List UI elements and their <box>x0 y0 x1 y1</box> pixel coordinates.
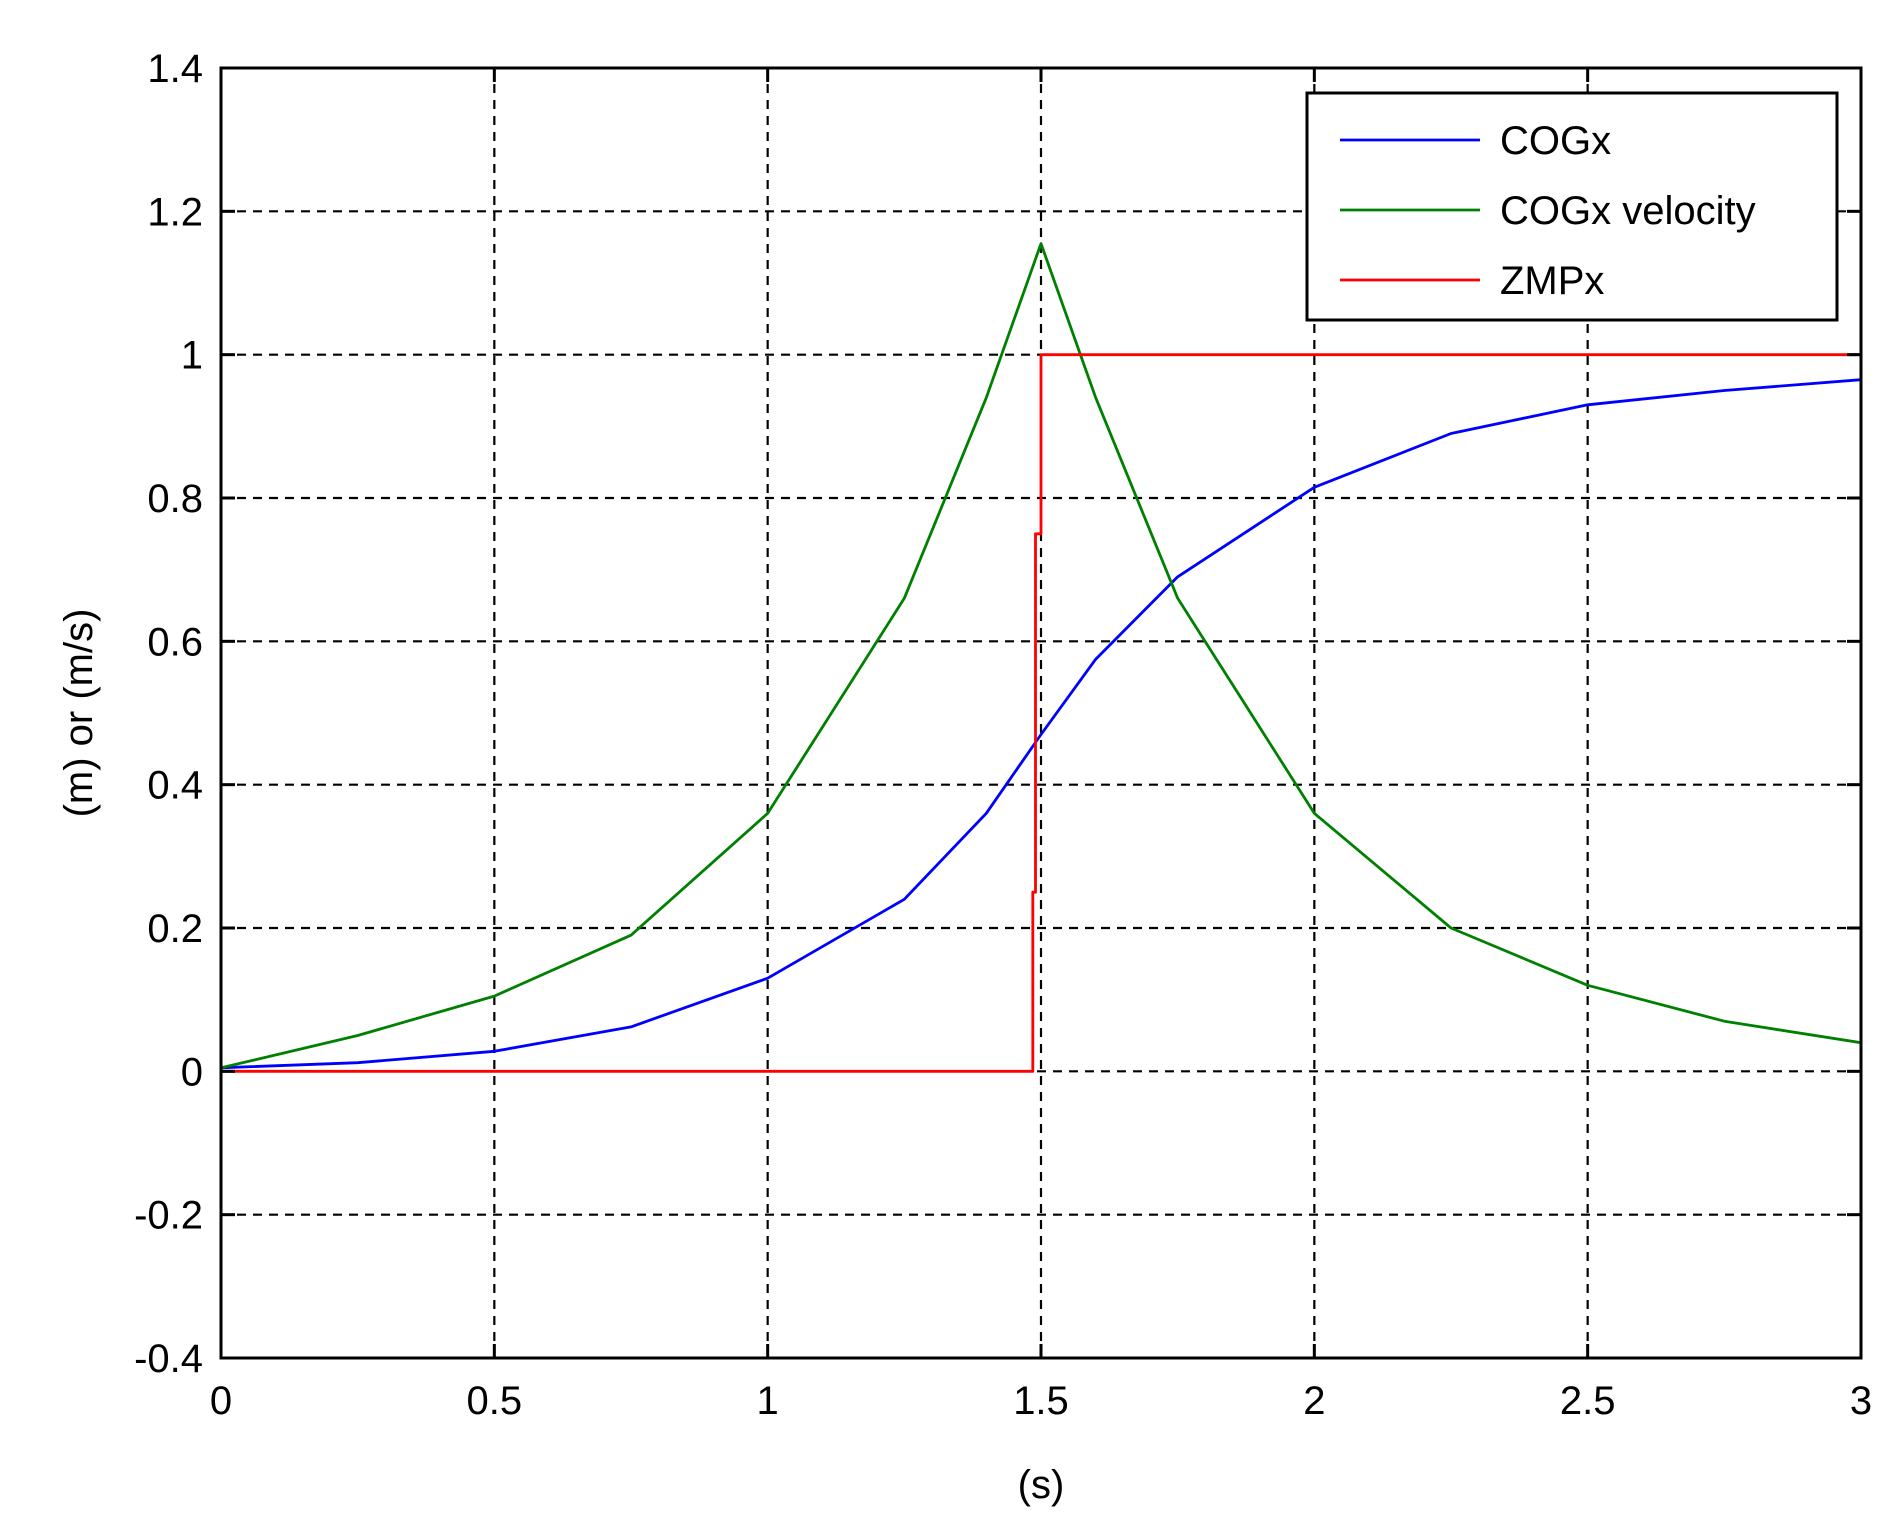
x-tick-label: 0.5 <box>467 1379 523 1423</box>
legend-label: COGx <box>1500 119 1611 163</box>
x-tick-label: 1.5 <box>1013 1379 1069 1423</box>
y-tick-label: 0.8 <box>147 477 203 521</box>
series-line-zmpx <box>221 353 1861 1073</box>
x-tick-label: 3 <box>1850 1379 1872 1423</box>
legend: COGx COGx velocity ZMPx <box>1305 91 1839 322</box>
plot-lines <box>221 242 1861 1073</box>
axis-ticks: 0 0.5 1 1.5 2 2.5 3 -0.4 -0.2 0 0.2 0.4 0.6 0.8 1 1.2 1.… <box>134 47 1872 1423</box>
y-tick-label: 0 <box>181 1050 203 1094</box>
y-tick-label: -0.4 <box>134 1337 203 1381</box>
x-axis-label: (s) <box>1018 1463 1065 1507</box>
x-tick-label: 2.5 <box>1560 1379 1616 1423</box>
y-axis-label: (m) or (m/s) <box>57 609 101 818</box>
series-line-cogx-velocity <box>221 242 1861 1070</box>
legend-label: COGx velocity <box>1500 189 1756 233</box>
y-tick-label: 1.4 <box>147 47 203 91</box>
y-tick-label: 1 <box>181 334 203 378</box>
y-tick-label: 0.4 <box>147 764 203 808</box>
y-tick-label: 0.6 <box>147 620 203 664</box>
y-tick-label: 1.2 <box>147 190 203 234</box>
y-tick-label: 0.2 <box>147 907 203 951</box>
y-tick-label: -0.2 <box>134 1194 203 1238</box>
legend-box <box>1305 91 1839 322</box>
x-tick-label: 2 <box>1303 1379 1325 1423</box>
legend-label: ZMPx <box>1500 259 1604 303</box>
series-line-cogx <box>221 378 1861 1070</box>
x-tick-label: 0 <box>210 1379 232 1423</box>
x-tick-label: 1 <box>757 1379 779 1423</box>
